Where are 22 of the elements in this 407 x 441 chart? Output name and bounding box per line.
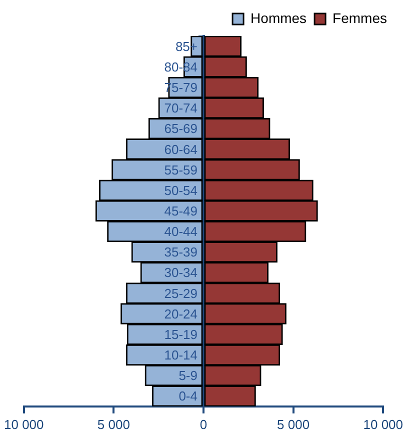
y-tick-label: 70-74 xyxy=(164,100,198,116)
y-tick-label: 55-59 xyxy=(164,162,198,178)
y-tick-label: 40-44 xyxy=(164,224,198,240)
y-tick-label: 50-54 xyxy=(164,182,198,198)
legend-label: Femmes xyxy=(332,10,388,26)
x-tick-label: 10 000 xyxy=(363,416,403,432)
y-tick-label: 10-14 xyxy=(164,348,198,363)
x-tick-label: 5 000 xyxy=(97,416,130,432)
x-tick-label: 10 000 xyxy=(4,416,44,432)
y-tick-label: 25-29 xyxy=(164,286,198,301)
legend-label: Hommes xyxy=(250,10,307,26)
y-tick-label: 65-69 xyxy=(164,121,198,136)
x-tick-label: 0 xyxy=(200,416,208,432)
y-tick-label: 60-64 xyxy=(164,142,198,157)
y-tick-label: 35-39 xyxy=(164,244,198,260)
y-tick-label: 20-24 xyxy=(164,306,198,322)
y-tick-label: 0-4 xyxy=(178,388,198,404)
x-tick-label: 5 000 xyxy=(277,416,310,432)
y-tick-label: 30-34 xyxy=(164,265,198,280)
y-tick-label: 45-49 xyxy=(164,203,198,218)
y-tick-label: 15-19 xyxy=(164,326,198,342)
y-tick-label: 5-9 xyxy=(178,368,198,384)
